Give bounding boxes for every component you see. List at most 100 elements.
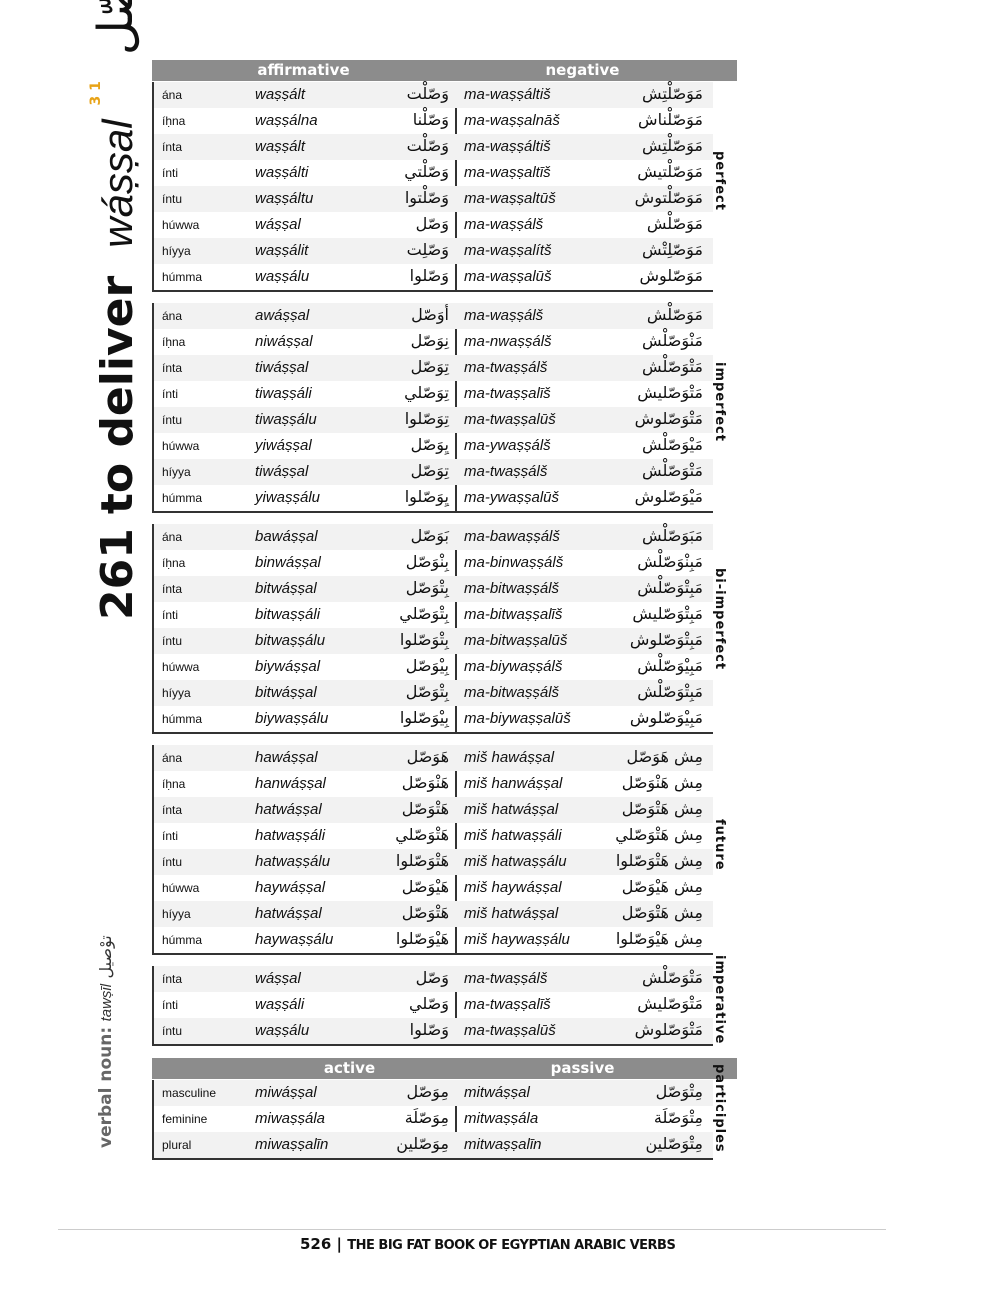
table-row: húwwa yiwáṣṣal يِوَصّل ma-ywaṣṣálš مَيْوَصّل… bbox=[154, 433, 713, 459]
header-affirmative: affirmative bbox=[257, 61, 350, 79]
translit: binwáṣṣal bbox=[255, 554, 321, 571]
negative-translit: ma-ywaṣṣálš bbox=[464, 437, 551, 454]
negative-arabic: مَوَصّلْتِش bbox=[642, 84, 703, 103]
section-label-imperfect: imperfect bbox=[712, 362, 727, 442]
arabic: مِوَصّلين bbox=[396, 1134, 449, 1153]
pronoun: híyya bbox=[162, 686, 191, 700]
table-row: ínta wáṣṣal وَصّل ma-twaṣṣálš مَتْوَصّلْش bbox=[154, 966, 713, 992]
translit: waṣṣálit bbox=[255, 242, 309, 259]
arabic: هَتْوَصّلي bbox=[395, 825, 449, 844]
negative-translit: miš hatwáṣṣal bbox=[464, 801, 559, 818]
arabic: هَيْوَصّل bbox=[401, 877, 449, 896]
translit: waṣṣálu bbox=[255, 1022, 310, 1039]
pronoun: íntu bbox=[162, 192, 183, 206]
arabic: هَتْوَصّل bbox=[401, 799, 449, 818]
arabic: بِيْوَصّل bbox=[405, 656, 449, 675]
negative-arabic: مِش هَنْوَصّل bbox=[621, 773, 703, 792]
negative-translit: ma-waṣṣalnāš bbox=[464, 112, 560, 129]
table-row: ínta hatwáṣṣal هَتْوَصّل miš hatwáṣṣal مِش ه… bbox=[154, 797, 713, 823]
translit: tiwaṣṣálu bbox=[255, 411, 317, 428]
negative-arabic: مَتْوَصّلْش bbox=[642, 461, 703, 480]
table-row: húmma yiwaṣṣálu يِوَصّلوا ma-ywaṣṣalūš مَيْو… bbox=[154, 485, 713, 511]
negative-translit: ma-waṣṣaltūš bbox=[464, 190, 556, 207]
negative-arabic: مِش هَيْوَصّلوا bbox=[615, 929, 703, 948]
negative-translit: ma-bitwaṣṣálš bbox=[464, 684, 560, 701]
translit: niwáṣṣal bbox=[255, 333, 313, 350]
pronoun: ínta bbox=[162, 803, 183, 817]
pronoun: húmma bbox=[162, 712, 203, 726]
translit: awáṣṣal bbox=[255, 307, 310, 324]
arabic: وَصّلوا bbox=[409, 1020, 449, 1039]
pronoun: húmma bbox=[162, 933, 203, 947]
negative-arabic: مِش هَتْوَصّلوا bbox=[615, 851, 703, 870]
section-imperative: ínta wáṣṣal وَصّل ma-twaṣṣálš مَتْوَصّلْش ínt… bbox=[152, 966, 713, 1046]
negative-arabic: مَبِتْوَصّلْش bbox=[637, 682, 703, 701]
verbal-noun: verbal noun: tawṣīl توْصيل bbox=[96, 935, 116, 1148]
pronoun: íntu bbox=[162, 413, 183, 427]
arabic: أوَصّل bbox=[411, 305, 449, 324]
arabic: وَصّلْتوا bbox=[404, 188, 449, 207]
negative-arabic: مَبِتْوَصّلْش bbox=[637, 578, 703, 597]
table-row: ána awáṣṣal أوَصّل ma-waṣṣálš مَوَصّلْش bbox=[154, 303, 713, 329]
table-row: híyya waṣṣálit وَصّلِت ma-waṣṣalítš مَوَصّلِ… bbox=[154, 238, 713, 264]
pronoun: ána bbox=[162, 530, 183, 544]
table-row: ínta tiwáṣṣal تِوَصّل ma-twaṣṣálš مَتْوَصّلْ… bbox=[154, 355, 713, 381]
negative-translit: ma-twaṣṣalīš bbox=[464, 385, 551, 402]
section-label-bi-imperfect: bi-imperfect bbox=[712, 568, 727, 671]
header-active: active bbox=[323, 1059, 376, 1077]
negative-translit: ma-biywaṣṣalūš bbox=[464, 710, 571, 727]
translit: waṣṣált bbox=[255, 138, 306, 155]
table-row: húwwa haywáṣṣal هَيْوَصّل miš haywáṣṣal مِش … bbox=[154, 875, 713, 901]
table-row: íntu waṣṣáltu وَصّلْتوا ma-waṣṣaltūš مَوَصّل… bbox=[154, 186, 713, 212]
negative-arabic: مَتْوَصّليش bbox=[637, 994, 703, 1013]
arabic: تِوَصّل bbox=[410, 461, 449, 480]
negative-arabic: مَبِتْوَصّليش bbox=[632, 604, 703, 623]
negative-arabic: مَوَصّلْتِش bbox=[642, 136, 703, 155]
table-row: ínta bitwáṣṣal بِتْوَصّل ma-bitwaṣṣálš مَبِت… bbox=[154, 576, 713, 602]
negative-arabic: مَتْوَصّلوش bbox=[634, 1020, 703, 1039]
section-label-imperative: imperative bbox=[712, 955, 727, 1045]
negative-translit: ma-waṣṣaltīš bbox=[464, 164, 551, 181]
pronoun: íntu bbox=[162, 634, 183, 648]
arabic: يِوَصّلوا bbox=[404, 487, 449, 506]
table-row: ána hawáṣṣal هَوَصّل miš hawáṣṣal مِش هَوَصّ… bbox=[154, 745, 713, 771]
section-label-participles: participles bbox=[712, 1064, 727, 1153]
negative-arabic: مَيْوَصّلوش bbox=[634, 487, 703, 506]
arabic: وَصّلْت bbox=[406, 136, 449, 155]
translit: tiwaṣṣáli bbox=[255, 385, 312, 402]
negative-arabic: مَتْوَصّلوش bbox=[634, 409, 703, 428]
pronoun: ána bbox=[162, 751, 183, 765]
negative-arabic: مَبِيْوَصّلْش bbox=[637, 656, 703, 675]
negative-translit: ma-twaṣṣálš bbox=[464, 463, 548, 480]
translit: waṣṣálna bbox=[255, 112, 318, 129]
negative-translit: ma-twaṣṣálš bbox=[464, 970, 548, 987]
translit: tiwáṣṣal bbox=[255, 359, 309, 376]
arabic: بِنْوَصّل bbox=[405, 552, 449, 571]
translit: waṣṣáli bbox=[255, 996, 305, 1013]
arabic: بِتْوَصّل bbox=[405, 682, 449, 701]
arabic: وَصّلِت bbox=[406, 240, 449, 259]
book-title: THE BIG FAT BOOK OF EGYPTIAN ARABIC VERB… bbox=[347, 1238, 676, 1253]
translit: waṣṣáltu bbox=[255, 190, 314, 207]
translit: haywaṣṣálu bbox=[255, 931, 334, 948]
negative-translit: ma-twaṣṣálš bbox=[464, 359, 548, 376]
negative-translit: ma-twaṣṣalīš bbox=[464, 996, 551, 1013]
pronoun: íḥna bbox=[162, 335, 186, 349]
table-row: íntu bitwaṣṣálu بِتْوَصّلوا ma-bitwaṣṣalūš م… bbox=[154, 628, 713, 654]
negative-translit: miš hawáṣṣal bbox=[464, 749, 555, 766]
arabic: وَصّلوا bbox=[409, 266, 449, 285]
negative-arabic: مَوَصّلِتْش bbox=[642, 240, 703, 259]
column-divider bbox=[455, 1080, 457, 1158]
header-negative: negative bbox=[545, 61, 620, 79]
arabic: مِوَصّل bbox=[406, 1082, 449, 1101]
arabic: تِوَصّل bbox=[410, 357, 449, 376]
verb-english: to deliver bbox=[92, 275, 143, 515]
negative-arabic: مَوَصّلوش bbox=[639, 266, 703, 285]
table-row: íḥna hanwáṣṣal هَنْوَصّل miš hanwáṣṣal مِش ه… bbox=[154, 771, 713, 797]
negative-translit: miš hatwáṣṣal bbox=[464, 905, 559, 922]
arabic: هَيْوَصّلوا bbox=[395, 929, 449, 948]
arabic: بِتْوَصّل bbox=[405, 578, 449, 597]
section-label-perfect: perfect bbox=[712, 151, 727, 211]
negative-arabic: مَوَصّلْش bbox=[646, 214, 703, 233]
section-label-future: future bbox=[712, 819, 727, 871]
